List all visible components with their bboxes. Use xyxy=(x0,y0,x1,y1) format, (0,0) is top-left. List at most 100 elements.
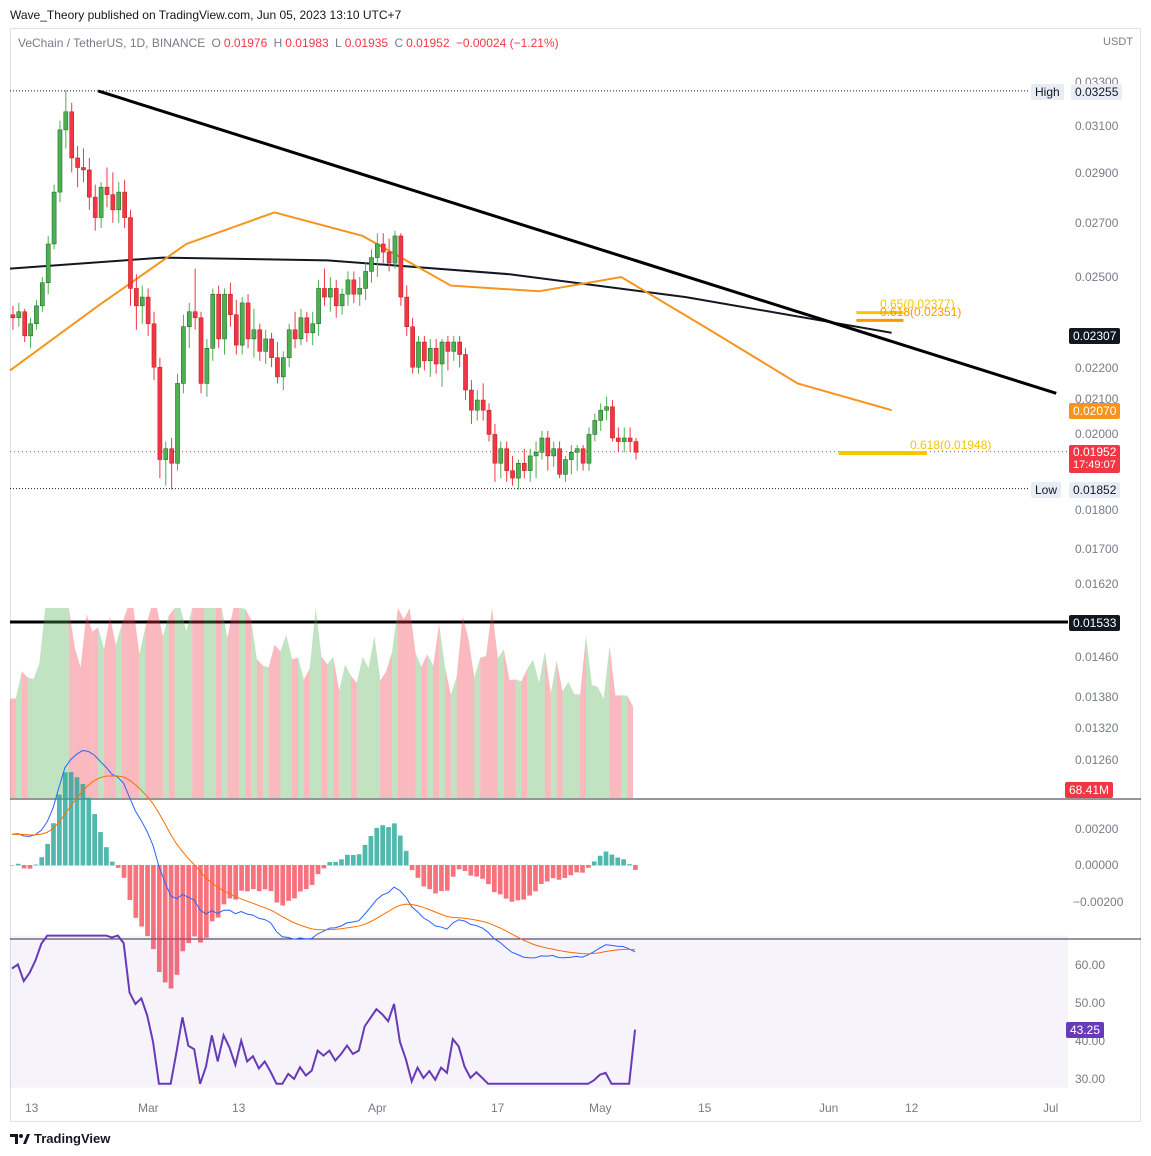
candle-body xyxy=(539,437,545,453)
volume-area xyxy=(145,608,152,798)
candle-body xyxy=(557,448,562,475)
high-value-tag: 0.03255 xyxy=(1071,84,1123,100)
volume-area xyxy=(109,616,116,798)
candle-body xyxy=(281,357,286,378)
volume-area xyxy=(568,681,575,798)
macd-histogram-bar xyxy=(133,865,139,918)
volume-area xyxy=(250,619,257,798)
candle-body xyxy=(16,311,22,318)
candle-body xyxy=(604,406,609,411)
macd-histogram-bar xyxy=(39,857,45,866)
price-tick: 0.01700 xyxy=(1075,542,1119,556)
fib-065-label: 0.65(0.02377) xyxy=(880,297,955,311)
volume-area xyxy=(444,666,451,798)
candle-body xyxy=(28,323,33,337)
volume-area xyxy=(350,675,357,798)
macd-histogram-bar xyxy=(427,865,433,890)
rsi-band xyxy=(10,935,1068,1088)
candle-body xyxy=(298,317,304,340)
macd-histogram-bar xyxy=(180,865,186,952)
volume-area xyxy=(327,656,334,798)
macd-histogram-bar xyxy=(486,865,491,885)
candle-body xyxy=(233,314,239,346)
volume-area xyxy=(597,686,604,798)
volume-area xyxy=(362,656,369,798)
close-label: C xyxy=(394,36,404,50)
candle-body xyxy=(616,437,621,442)
macd-histogram-bar xyxy=(262,865,268,890)
volume-area xyxy=(491,608,498,798)
candle-body xyxy=(339,293,345,307)
low-value: 0.01935 xyxy=(344,36,389,50)
candle-body xyxy=(40,282,45,307)
volume-area xyxy=(268,644,275,798)
volume-area xyxy=(503,649,510,798)
volume-area xyxy=(591,685,598,798)
macd-histogram-bar xyxy=(127,865,133,901)
macd-tick: 0.00200 xyxy=(1075,822,1119,836)
macd-histogram-bar xyxy=(409,865,415,871)
candle-body xyxy=(198,317,204,384)
volume-area xyxy=(315,608,322,798)
candle-body xyxy=(257,329,263,352)
volume-area xyxy=(356,656,363,798)
symbol-name: VeChain / TetherUS, 1D, BINANCE xyxy=(18,36,206,50)
macd-histogram-bar xyxy=(497,865,503,895)
volume-area xyxy=(386,652,393,798)
candle-body xyxy=(469,389,474,411)
volume-area xyxy=(174,608,181,798)
macd-histogram-bar xyxy=(544,865,550,882)
volume-area xyxy=(321,656,328,798)
macd-histogram-bar xyxy=(368,836,374,866)
macd-histogram-bar xyxy=(439,865,444,892)
macd-histogram-bar xyxy=(57,794,62,866)
macd-histogram-bar xyxy=(568,865,574,876)
candle-body xyxy=(592,420,598,435)
candle-body xyxy=(181,326,186,384)
volume-area xyxy=(421,654,428,798)
candle-body xyxy=(380,243,386,253)
volume-area xyxy=(256,659,263,798)
price-tick: 0.02200 xyxy=(1075,361,1119,375)
volume-area xyxy=(462,615,469,798)
low-value-tag: 0.01852 xyxy=(1069,482,1121,498)
macd-histogram-bar xyxy=(627,864,632,866)
macd-histogram-bar xyxy=(591,861,597,866)
candle-body xyxy=(263,338,268,352)
rsi-tick: 50.00 xyxy=(1075,996,1106,1010)
candle-body xyxy=(586,434,592,464)
candle-body xyxy=(239,302,245,346)
volume-area xyxy=(392,608,398,798)
volume-area xyxy=(515,679,522,798)
volume-area xyxy=(198,608,204,798)
macd-histogram-bar xyxy=(633,865,638,870)
macd-histogram-bar xyxy=(321,865,327,869)
candle-body xyxy=(186,311,192,327)
candle-body xyxy=(92,196,98,218)
volume-area xyxy=(180,608,187,798)
candle-body xyxy=(292,329,298,340)
candle-body xyxy=(498,448,504,464)
x-tick: Mar xyxy=(138,1101,159,1115)
macd-histogram-bar xyxy=(468,865,474,876)
macd-histogram-bar xyxy=(397,835,403,866)
candle-body xyxy=(521,462,527,471)
candle-body xyxy=(157,366,163,460)
macd-histogram-bar xyxy=(574,865,579,873)
volume-area xyxy=(121,608,128,798)
macd-histogram-bar xyxy=(392,823,397,866)
price-tick: 0.02100 xyxy=(1075,392,1119,406)
macd-histogram-bar xyxy=(209,865,215,922)
volume-area xyxy=(539,651,545,798)
volume-area xyxy=(415,653,422,798)
macd-histogram-bar xyxy=(374,827,380,866)
volume-area xyxy=(127,608,134,798)
macd-histogram-bar xyxy=(92,813,97,866)
macd-histogram-bar xyxy=(503,865,509,899)
volume-area xyxy=(27,677,34,798)
rsi-tick: 60.00 xyxy=(1075,958,1106,972)
macd-histogram-bar xyxy=(286,865,291,901)
macd-histogram-bar xyxy=(27,865,33,869)
candle-body xyxy=(192,311,198,318)
